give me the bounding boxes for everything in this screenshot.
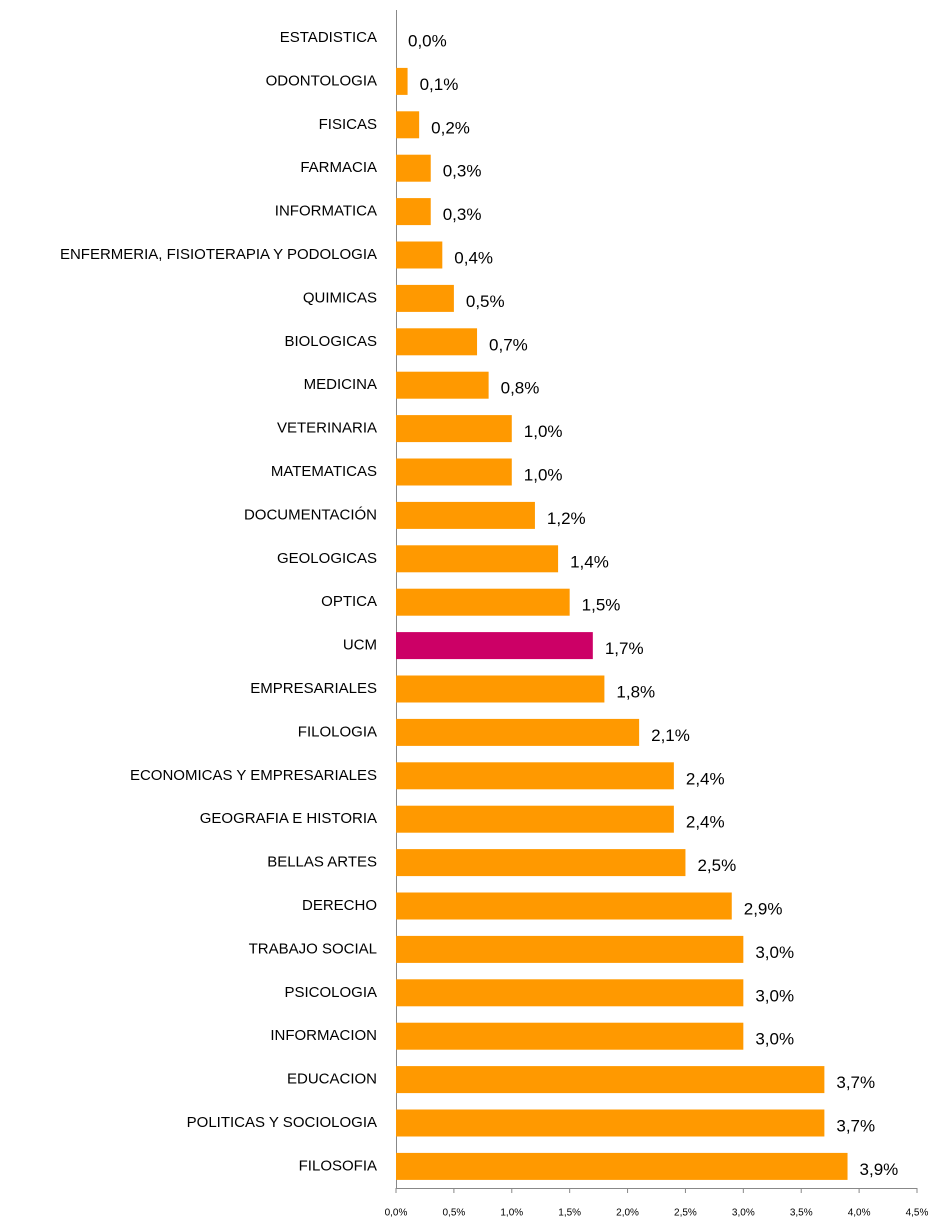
x-tick-label: 4,5%: [906, 1208, 929, 1219]
bar: [396, 198, 431, 226]
x-tick-label: 1,5%: [558, 1208, 581, 1219]
category-label: FILOSOFIA: [299, 1157, 377, 1174]
value-label: 0,8%: [501, 379, 540, 398]
bar: [396, 1152, 848, 1180]
x-tick-label: 4,0%: [848, 1208, 871, 1219]
category-label: PSICOLOGIA: [284, 984, 377, 1001]
category-label: INFORMACION: [270, 1027, 377, 1044]
value-label: 2,9%: [744, 899, 783, 918]
category-label: BIOLOGICAS: [284, 333, 377, 350]
bar: [396, 849, 686, 877]
bar: [396, 1109, 825, 1137]
value-label: 1,2%: [547, 509, 586, 528]
category-label: QUIMICAS: [303, 289, 377, 306]
bar: [396, 545, 559, 573]
value-label: 0,5%: [466, 292, 505, 311]
bar: [396, 805, 674, 833]
x-tick-label: 0,5%: [442, 1208, 465, 1219]
bar: [396, 458, 512, 486]
category-label: ESTADISTICA: [280, 29, 377, 46]
bar: [396, 675, 605, 703]
x-tick-label: 2,5%: [674, 1208, 697, 1219]
category-label: FARMACIA: [300, 159, 377, 176]
bar: [396, 762, 674, 790]
value-label: 1,0%: [524, 465, 563, 484]
category-label: BELLAS ARTES: [267, 854, 377, 871]
category-label: TRABAJO SOCIAL: [249, 940, 377, 957]
bar: [396, 892, 732, 920]
value-label: 3,0%: [755, 943, 794, 962]
category-label: ECONOMICAS Y EMPRESARIALES: [130, 767, 377, 784]
bar: [396, 111, 420, 139]
value-label: 1,0%: [524, 422, 563, 441]
value-label: 3,0%: [755, 986, 794, 1005]
bar: [396, 328, 478, 356]
bar: [396, 979, 744, 1007]
category-label: EMPRESARIALES: [250, 680, 377, 697]
bar: [396, 1022, 744, 1050]
value-label: 1,7%: [605, 639, 644, 658]
bar: [396, 415, 512, 443]
x-tick-label: 2,0%: [616, 1208, 639, 1219]
value-label: 0,2%: [431, 118, 470, 137]
category-label: ODONTOLOGIA: [266, 72, 377, 89]
category-label: FILOLOGIA: [298, 723, 377, 740]
category-label: EDUCACION: [287, 1071, 377, 1088]
value-label: 1,5%: [582, 596, 621, 615]
category-label: FISICAS: [319, 116, 377, 133]
bar: [396, 284, 454, 312]
bar: [396, 154, 431, 182]
value-label: 2,5%: [697, 856, 736, 875]
category-label: GEOGRAFIA E HISTORIA: [200, 810, 377, 827]
bar: [396, 935, 744, 963]
value-label: 0,7%: [489, 335, 528, 354]
value-label: 3,7%: [836, 1073, 875, 1092]
value-label: 2,4%: [686, 813, 725, 832]
value-label: 0,3%: [443, 205, 482, 224]
category-label: DERECHO: [302, 897, 377, 914]
bar: [396, 588, 570, 616]
value-label: 0,3%: [443, 162, 482, 181]
bar: [396, 67, 408, 95]
category-label: VETERINARIA: [277, 420, 377, 437]
value-label: 3,0%: [755, 1030, 794, 1049]
category-label: UCM: [343, 637, 377, 654]
value-label: 3,9%: [860, 1160, 899, 1179]
value-label: 0,0%: [408, 31, 447, 50]
category-label: OPTICA: [321, 593, 377, 610]
value-label: 2,1%: [651, 726, 690, 745]
bar: [396, 241, 443, 269]
value-label: 0,1%: [420, 75, 459, 94]
value-label: 2,4%: [686, 769, 725, 788]
bar: [396, 632, 593, 660]
bar: [396, 371, 489, 399]
value-label: 1,4%: [570, 552, 609, 571]
x-tick-label: 3,5%: [790, 1208, 813, 1219]
category-label: POLITICAS Y SOCIOLOGIA: [187, 1114, 377, 1131]
bar: [396, 1066, 825, 1094]
category-label: DOCUMENTACIÓN: [244, 506, 377, 523]
value-label: 1,8%: [616, 682, 655, 701]
x-tick-label: 3,0%: [732, 1208, 755, 1219]
category-label: MEDICINA: [304, 376, 377, 393]
category-label: MATEMATICAS: [271, 463, 377, 480]
x-tick-label: 0,0%: [385, 1208, 408, 1219]
category-label: GEOLOGICAS: [277, 550, 377, 567]
bar: [396, 718, 640, 746]
category-label: INFORMATICA: [275, 203, 377, 220]
value-label: 3,7%: [836, 1116, 875, 1135]
x-tick-label: 1,0%: [500, 1208, 523, 1219]
value-label: 0,4%: [454, 248, 493, 267]
bar: [396, 501, 535, 529]
category-label: ENFERMERIA, FISIOTERAPIA Y PODOLOGIA: [60, 246, 377, 263]
